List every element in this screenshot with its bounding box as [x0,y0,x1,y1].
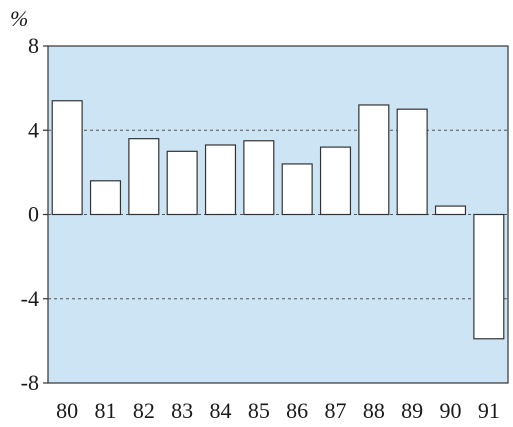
bar-83 [166,150,198,216]
x-tick-label: 88 [363,398,385,422]
x-tick-label: 84 [210,398,232,422]
bar-85 [243,140,275,216]
x-tick-label: 90 [440,398,462,422]
y-tick-label: 8 [28,33,39,58]
x-tick-label: 82 [133,398,155,422]
y-tick-label: 4 [28,117,39,142]
bar-81 [89,180,122,216]
bar-86 [281,163,313,216]
bar-87 [319,146,352,216]
bars [51,100,505,340]
gridlines [48,129,508,300]
bar-84 [204,144,237,216]
bar-88 [358,104,390,216]
x-tick-label: 80 [56,398,78,422]
y-axis-unit-label: % [10,6,28,31]
x-tick-label: 83 [171,398,193,422]
x-tick-label: 85 [248,398,270,422]
y-tick-label: -4 [21,286,39,311]
bar-90 [434,205,467,216]
bar-80 [51,100,83,216]
y-tick-label: -8 [21,370,39,395]
x-tick-label: 86 [286,398,308,422]
bar-82 [128,138,160,216]
x-tick-label: 87 [325,398,347,422]
y-tick-label: 0 [28,202,39,227]
x-tick-label: 81 [95,398,117,422]
bar-91 [473,213,505,340]
x-tick-label: 91 [478,398,500,422]
axes: 840-4-880 81 82 83 84 85 86 87 88 89 90 91 [21,33,500,423]
bar-89 [396,108,428,216]
x-tick-label: 89 [401,398,423,422]
